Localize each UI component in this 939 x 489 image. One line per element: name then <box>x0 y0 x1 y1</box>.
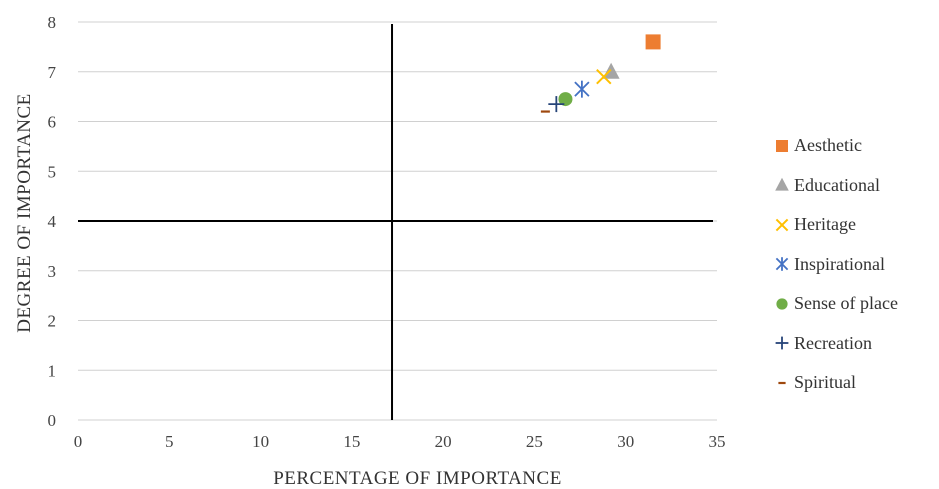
legend-label: Educational <box>794 174 880 195</box>
x-axis-title: PERCENTAGE OF IMPORTANCE <box>273 468 562 489</box>
y-tick-label: 0 <box>48 411 57 430</box>
y-tick-label: 1 <box>48 361 57 380</box>
data-point-aesthetic <box>645 34 661 50</box>
y-tick-label: 4 <box>48 212 57 231</box>
x-tick-label: 0 <box>74 432 83 451</box>
legend-item: Heritage <box>772 205 937 245</box>
legend-label: Spiritual <box>794 372 856 393</box>
x-tick-label: 10 <box>252 432 269 451</box>
y-tick-labels: 0 1 2 3 4 5 6 7 8 <box>48 13 57 430</box>
circle-marker-icon <box>772 294 792 314</box>
y-tick-label: 3 <box>48 262 57 281</box>
quadrant-lines <box>78 24 713 420</box>
plus-marker-icon <box>772 333 792 353</box>
y-tick-label: 8 <box>48 13 57 32</box>
y-tick-label: 2 <box>48 312 57 331</box>
x-tick-labels: 0 5 10 15 20 25 30 35 <box>74 432 726 451</box>
legend-label: Inspirational <box>794 253 885 274</box>
x-tick-label: 5 <box>165 432 174 451</box>
x-tick-label: 25 <box>526 432 543 451</box>
dash-marker-icon <box>772 373 792 393</box>
legend-item: Aesthetic <box>772 126 937 166</box>
chart-legend: Aesthetic Educational Heritage Inspirationa… <box>772 126 937 403</box>
x-tick-label: 30 <box>617 432 634 451</box>
legend-item: Recreation <box>772 324 937 364</box>
x-marker-icon <box>772 215 792 235</box>
legend-label: Recreation <box>794 332 872 353</box>
data-point-recreation <box>548 96 565 113</box>
x-tick-label: 35 <box>709 432 726 451</box>
data-point-heritage <box>596 69 612 85</box>
triangle-marker-icon <box>772 175 792 195</box>
star-marker-icon <box>772 254 792 274</box>
legend-item: Inspirational <box>772 245 937 285</box>
square-marker-icon <box>772 136 792 156</box>
legend-label: Sense of place <box>794 293 898 314</box>
y-axis-title: DEGREE OF IMPORTANCE <box>14 93 35 333</box>
data-point-sense-of-place <box>558 92 573 107</box>
y-tick-label: 7 <box>48 63 57 82</box>
legend-label: Aesthetic <box>794 135 862 156</box>
legend-label: Heritage <box>794 214 856 235</box>
data-points <box>540 34 661 113</box>
data-point-inspirational <box>574 80 590 98</box>
legend-item: Sense of place <box>772 284 937 324</box>
legend-item: Spiritual <box>772 363 937 403</box>
legend-item: Educational <box>772 166 937 206</box>
x-tick-label: 15 <box>343 432 360 451</box>
y-tick-label: 6 <box>48 113 57 132</box>
x-tick-label: 20 <box>435 432 452 451</box>
y-tick-label: 5 <box>48 162 57 181</box>
